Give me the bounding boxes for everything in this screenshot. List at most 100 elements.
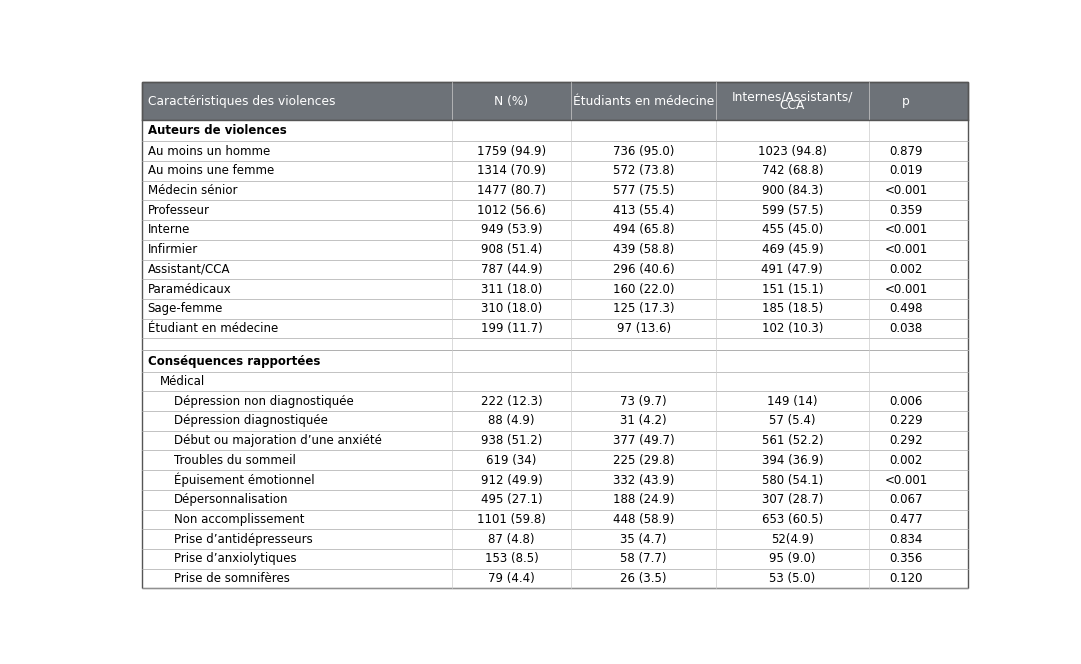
Text: Début ou majoration d’une anxiété: Début ou majoration d’une anxiété bbox=[174, 434, 382, 447]
Text: Internes/Assistants/: Internes/Assistants/ bbox=[732, 90, 853, 104]
Text: 912 (49.9): 912 (49.9) bbox=[481, 473, 543, 487]
Text: Sage-femme: Sage-femme bbox=[148, 302, 223, 315]
Text: 0.498: 0.498 bbox=[890, 302, 923, 315]
Text: 1012 (56.6): 1012 (56.6) bbox=[477, 204, 546, 216]
Bar bbox=[142, 141, 967, 161]
Text: 310 (18.0): 310 (18.0) bbox=[481, 302, 542, 315]
Text: Conséquences rapportées: Conséquences rapportées bbox=[148, 355, 320, 368]
Text: <0.001: <0.001 bbox=[884, 243, 927, 256]
Text: 0.834: 0.834 bbox=[890, 533, 922, 546]
Text: 491 (47.9): 491 (47.9) bbox=[761, 263, 824, 276]
Text: 736 (95.0): 736 (95.0) bbox=[613, 145, 675, 157]
Text: <0.001: <0.001 bbox=[884, 184, 927, 197]
Text: 97 (13.6): 97 (13.6) bbox=[616, 322, 670, 335]
Text: 0.002: 0.002 bbox=[890, 454, 922, 467]
Text: 577 (75.5): 577 (75.5) bbox=[613, 184, 675, 197]
Text: 495 (27.1): 495 (27.1) bbox=[481, 493, 543, 506]
Text: 0.477: 0.477 bbox=[889, 513, 923, 526]
Text: 149 (14): 149 (14) bbox=[768, 394, 817, 408]
Text: 0.006: 0.006 bbox=[890, 394, 922, 408]
Text: Médecin sénior: Médecin sénior bbox=[148, 184, 237, 197]
Text: 1023 (94.8): 1023 (94.8) bbox=[758, 145, 827, 157]
Text: Dépression diagnostiquée: Dépression diagnostiquée bbox=[174, 414, 328, 428]
Text: 88 (4.9): 88 (4.9) bbox=[489, 414, 535, 428]
Text: 188 (24.9): 188 (24.9) bbox=[613, 493, 675, 506]
Bar bbox=[142, 450, 967, 470]
Text: 377 (49.7): 377 (49.7) bbox=[613, 434, 675, 447]
Bar bbox=[142, 411, 967, 431]
Bar bbox=[142, 431, 967, 450]
Text: 52(4.9): 52(4.9) bbox=[771, 533, 814, 546]
Bar bbox=[142, 372, 967, 391]
Text: 949 (53.9): 949 (53.9) bbox=[481, 224, 543, 236]
Text: 394 (36.9): 394 (36.9) bbox=[762, 454, 823, 467]
Text: 1101 (59.8): 1101 (59.8) bbox=[477, 513, 546, 526]
Text: 73 (9.7): 73 (9.7) bbox=[620, 394, 667, 408]
Text: Prise d’antidépresseurs: Prise d’antidépresseurs bbox=[174, 533, 312, 546]
Text: 79 (4.4): 79 (4.4) bbox=[489, 572, 535, 585]
Text: 0.879: 0.879 bbox=[890, 145, 923, 157]
Bar bbox=[142, 82, 967, 120]
Bar bbox=[142, 201, 967, 220]
Text: 307 (28.7): 307 (28.7) bbox=[762, 493, 823, 506]
Text: 653 (60.5): 653 (60.5) bbox=[762, 513, 823, 526]
Text: 0.120: 0.120 bbox=[890, 572, 923, 585]
Text: 53 (5.0): 53 (5.0) bbox=[770, 572, 815, 585]
Text: 494 (65.8): 494 (65.8) bbox=[613, 224, 675, 236]
Text: 58 (7.7): 58 (7.7) bbox=[620, 552, 667, 565]
Text: Étudiants en médecine: Étudiants en médecine bbox=[573, 95, 715, 108]
Text: 0.292: 0.292 bbox=[889, 434, 923, 447]
Text: 332 (43.9): 332 (43.9) bbox=[613, 473, 675, 487]
Text: 31 (4.2): 31 (4.2) bbox=[620, 414, 667, 428]
Text: 57 (5.4): 57 (5.4) bbox=[769, 414, 815, 428]
Text: 151 (15.1): 151 (15.1) bbox=[762, 283, 823, 295]
Text: 125 (17.3): 125 (17.3) bbox=[613, 302, 675, 315]
Text: 1314 (70.9): 1314 (70.9) bbox=[477, 165, 546, 177]
Text: 469 (45.9): 469 (45.9) bbox=[761, 243, 823, 256]
Text: 160 (22.0): 160 (22.0) bbox=[613, 283, 675, 295]
Text: 572 (73.8): 572 (73.8) bbox=[613, 165, 675, 177]
Bar bbox=[142, 240, 967, 260]
Text: 0.229: 0.229 bbox=[889, 414, 923, 428]
Text: 742 (68.8): 742 (68.8) bbox=[762, 165, 823, 177]
Bar bbox=[142, 220, 967, 240]
Text: Caractéristiques des violences: Caractéristiques des violences bbox=[148, 95, 335, 108]
Bar bbox=[142, 529, 967, 549]
Text: 26 (3.5): 26 (3.5) bbox=[620, 572, 667, 585]
Text: Épuisement émotionnel: Épuisement émotionnel bbox=[174, 473, 315, 487]
Text: 153 (8.5): 153 (8.5) bbox=[484, 552, 538, 565]
Text: p: p bbox=[902, 95, 910, 108]
Text: <0.001: <0.001 bbox=[884, 224, 927, 236]
Bar bbox=[142, 490, 967, 509]
Text: 199 (11.7): 199 (11.7) bbox=[481, 322, 543, 335]
Bar bbox=[142, 280, 967, 299]
Text: 0.359: 0.359 bbox=[890, 204, 922, 216]
Text: 95 (9.0): 95 (9.0) bbox=[769, 552, 815, 565]
Text: 185 (18.5): 185 (18.5) bbox=[762, 302, 823, 315]
Text: 0.002: 0.002 bbox=[890, 263, 922, 276]
Text: Troubles du sommeil: Troubles du sommeil bbox=[174, 454, 295, 467]
Bar bbox=[142, 568, 967, 588]
Bar bbox=[142, 351, 967, 372]
Text: Prise d’anxiolytiques: Prise d’anxiolytiques bbox=[174, 552, 296, 565]
Text: 908 (51.4): 908 (51.4) bbox=[481, 243, 543, 256]
Text: CCA: CCA bbox=[779, 99, 805, 112]
Text: Au moins une femme: Au moins une femme bbox=[148, 165, 273, 177]
Text: 225 (29.8): 225 (29.8) bbox=[613, 454, 675, 467]
Bar bbox=[142, 391, 967, 411]
Bar bbox=[142, 120, 967, 141]
Text: Dépression non diagnostiquée: Dépression non diagnostiquée bbox=[174, 394, 353, 408]
Text: 0.019: 0.019 bbox=[890, 165, 923, 177]
Text: 787 (44.9): 787 (44.9) bbox=[481, 263, 543, 276]
Text: Dépersonnalisation: Dépersonnalisation bbox=[174, 493, 289, 506]
Text: 561 (52.2): 561 (52.2) bbox=[762, 434, 823, 447]
Bar bbox=[142, 181, 967, 201]
Bar bbox=[142, 509, 967, 529]
Text: 222 (12.3): 222 (12.3) bbox=[481, 394, 543, 408]
Text: 938 (51.2): 938 (51.2) bbox=[481, 434, 543, 447]
Bar bbox=[142, 161, 967, 181]
Text: Infirmier: Infirmier bbox=[148, 243, 198, 256]
Text: 311 (18.0): 311 (18.0) bbox=[481, 283, 543, 295]
Text: 599 (57.5): 599 (57.5) bbox=[762, 204, 823, 216]
Text: Professeur: Professeur bbox=[148, 204, 210, 216]
